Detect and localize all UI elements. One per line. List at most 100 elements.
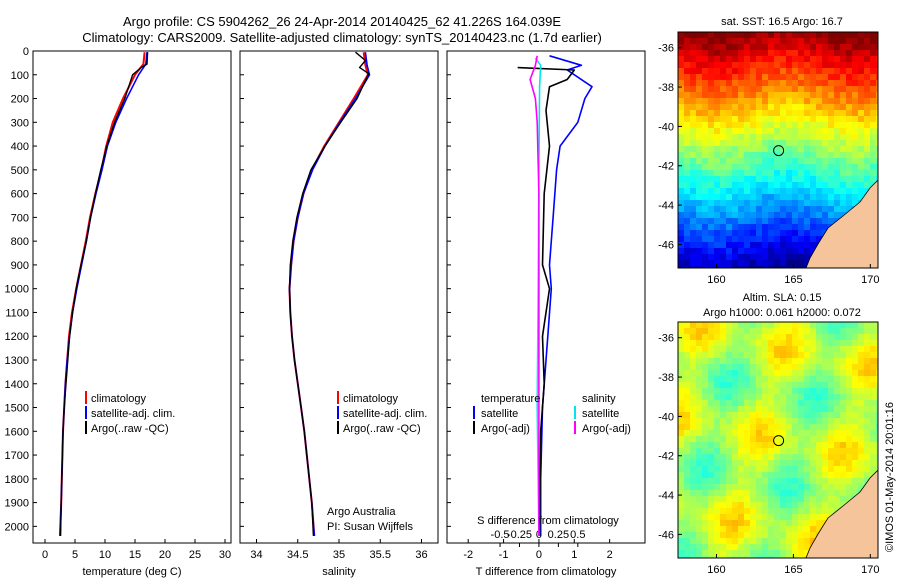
map-cell (768, 62, 774, 68)
map-cell (840, 460, 846, 466)
map-cell (750, 98, 756, 104)
map-cell (684, 472, 690, 478)
map-cell (798, 224, 804, 230)
series-line-climatology (59, 52, 146, 536)
map-cell (720, 176, 726, 182)
map-cell (678, 182, 684, 188)
map-cell (714, 526, 720, 532)
map-cell (714, 236, 720, 242)
map-cell (858, 86, 864, 92)
map-cell (852, 122, 858, 128)
map-cell (738, 152, 744, 158)
map-cell (846, 62, 852, 68)
map-cell (678, 538, 684, 544)
map-cell (744, 550, 750, 556)
lon-tick-label: 165 (784, 274, 802, 286)
map-cell (732, 340, 738, 346)
map-cell (780, 134, 786, 140)
map-cell (780, 92, 786, 98)
map-cell (732, 230, 738, 236)
map-cell (798, 394, 804, 400)
map-cell (822, 400, 828, 406)
map-cell (852, 322, 858, 328)
map-cell (798, 98, 804, 104)
map-cell (786, 182, 792, 188)
map-cell (780, 532, 786, 538)
map-cell (720, 352, 726, 358)
map-cell (852, 418, 858, 424)
map-cell (720, 170, 726, 176)
map-cell (768, 44, 774, 50)
map-cell (870, 122, 876, 128)
map-cell (732, 538, 738, 544)
map-cell (714, 466, 720, 472)
map-cell (786, 212, 792, 218)
map-cell (750, 556, 756, 558)
map-cell (756, 364, 762, 370)
map-cell (774, 230, 780, 236)
map-cell (774, 508, 780, 514)
map-cell (762, 68, 768, 74)
map-cell (750, 140, 756, 146)
map-cell (858, 158, 864, 164)
map-cell (828, 490, 834, 496)
map-cell (786, 236, 792, 242)
map-cell (732, 430, 738, 436)
map-cell (792, 146, 798, 152)
map-cell (822, 74, 828, 80)
map-cell (834, 140, 840, 146)
map-cell (828, 508, 834, 514)
map-cell (696, 520, 702, 526)
map-cell (828, 496, 834, 502)
map-cell (852, 424, 858, 430)
map-cell (702, 44, 708, 50)
map-cell (708, 110, 714, 116)
map-cell (786, 86, 792, 92)
map-cell (678, 50, 684, 56)
map-cell (732, 212, 738, 218)
map-cell (720, 526, 726, 532)
map-cell (852, 406, 858, 412)
map-cell (810, 340, 816, 346)
map-cell (762, 206, 768, 212)
map-cell (834, 206, 840, 212)
map-cell (738, 406, 744, 412)
lon-tick-label: 165 (784, 564, 802, 576)
map-cell (702, 260, 708, 266)
map-cell (786, 418, 792, 424)
map-cell (684, 340, 690, 346)
map-cell (786, 370, 792, 376)
map-cell (750, 206, 756, 212)
map-cell (756, 340, 762, 346)
map-cell (696, 556, 702, 558)
map-cell (828, 68, 834, 74)
map-cell (792, 346, 798, 352)
map-cell (762, 532, 768, 538)
map-cell (744, 224, 750, 230)
map-cell (798, 194, 804, 200)
map-cell (840, 388, 846, 394)
map-cell (828, 412, 834, 418)
map-cell (708, 346, 714, 352)
map-cell (702, 418, 708, 424)
map-cell (786, 146, 792, 152)
map-cell (858, 454, 864, 460)
map-cell (768, 550, 774, 556)
map-cell (828, 218, 834, 224)
map-cell (714, 394, 720, 400)
map-cell (732, 248, 738, 254)
map-cell (780, 520, 786, 526)
map-cell (720, 200, 726, 206)
map-cell (720, 502, 726, 508)
map-cell (852, 146, 858, 152)
map-cell (756, 170, 762, 176)
map-cell (714, 532, 720, 538)
map-cell (846, 140, 852, 146)
map-cell (870, 92, 876, 98)
map-cell (774, 502, 780, 508)
map-cell (858, 394, 864, 400)
map-cell (786, 194, 792, 200)
map-cell (858, 328, 864, 334)
map-cell (846, 484, 852, 490)
map-cell (822, 460, 828, 466)
